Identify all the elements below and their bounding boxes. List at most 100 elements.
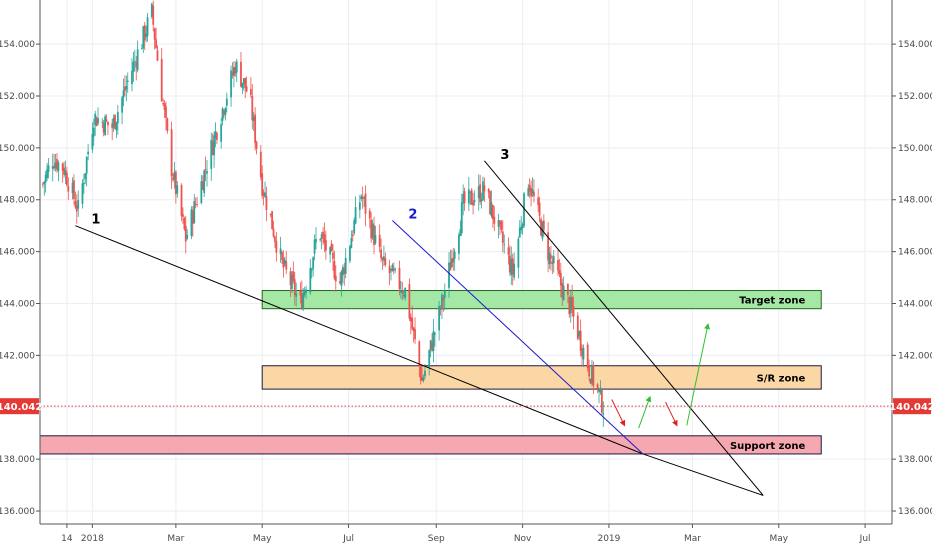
candle-body [54, 162, 57, 168]
candle-body [85, 157, 88, 174]
candle-body [428, 350, 431, 368]
candle-body [559, 272, 562, 286]
candle-body [160, 58, 163, 102]
projection-arrow [611, 399, 626, 427]
candle-body [453, 251, 456, 259]
candle-body [155, 39, 157, 49]
y-tick-label-right: 152.000 [898, 92, 932, 102]
x-tick-label: 2018 [81, 534, 104, 544]
candle-body [449, 262, 452, 271]
x-tick-label: 2019 [597, 534, 620, 544]
candle-body [156, 50, 159, 61]
candle-body [201, 181, 204, 190]
candle-body [82, 182, 85, 185]
candle-body [388, 265, 391, 273]
candle-body [480, 199, 483, 202]
y-tick-label-left: 150.000 [0, 144, 35, 154]
candle-body [176, 185, 179, 194]
candle-body [424, 370, 426, 377]
candle-body [204, 169, 207, 170]
x-tick-label: Nov [514, 534, 532, 544]
candle-body [499, 220, 501, 224]
zone-rect [39, 435, 822, 455]
candle-body [402, 295, 405, 296]
candle-body [433, 332, 436, 335]
candle-body [537, 197, 540, 205]
zones: Target zone S/R zone Support zone [39, 290, 822, 455]
candle-body [344, 257, 347, 274]
candle-body [511, 258, 514, 275]
candle-body [320, 234, 323, 240]
candle-body [220, 124, 223, 142]
candle-body [65, 172, 68, 186]
candle-body [299, 291, 302, 296]
candle-body [312, 257, 315, 269]
y-tick-label-left: 152.000 [0, 92, 35, 102]
last-price-tag [0, 398, 39, 415]
candle-body [56, 158, 58, 170]
candle-body [530, 188, 533, 197]
candle-body [101, 121, 104, 123]
candle-body [513, 263, 516, 278]
candle-body [548, 252, 551, 265]
candle-body [81, 183, 84, 204]
candle-body [283, 259, 286, 265]
candle-body [200, 181, 203, 204]
candle-body [231, 72, 234, 76]
candle-body [303, 290, 306, 295]
x-tick-label: Jul [342, 534, 354, 544]
candle-body [184, 225, 187, 242]
candle-body [163, 103, 166, 110]
candle-body [334, 275, 337, 282]
wave-label-2: 2 [408, 207, 417, 222]
last-price-tag [893, 398, 931, 415]
candle-body [264, 192, 266, 197]
candle-body [568, 297, 571, 315]
y-tick-label-right: 136.000 [898, 507, 932, 517]
candle-body [274, 236, 276, 242]
candle-body [391, 264, 394, 272]
candle-body [349, 246, 351, 261]
candle-body [265, 196, 268, 210]
candle-body [225, 98, 228, 106]
candle-body [46, 169, 48, 178]
candle-body [143, 25, 146, 41]
candle-body [409, 316, 412, 322]
candle-body [232, 67, 235, 77]
candle-body [64, 170, 67, 176]
candle-body [469, 191, 472, 193]
candle-body [581, 348, 583, 357]
candle-body [572, 306, 575, 317]
candle-body [275, 241, 278, 253]
candle-body [562, 285, 565, 301]
candle-body [411, 317, 414, 329]
x-tick-label: Sep [428, 534, 445, 544]
candle-body [251, 95, 254, 121]
candle-body [75, 205, 78, 212]
candle-body [600, 389, 603, 413]
candle-body [262, 192, 265, 196]
candle-body [470, 189, 473, 205]
candle-body [240, 61, 242, 87]
candle-body [44, 174, 47, 183]
trendlines: 1 2 3 [75, 148, 764, 496]
candle-body [441, 294, 443, 310]
projection-arrow [638, 395, 652, 429]
candle-body [289, 271, 292, 286]
candle-body [354, 207, 357, 224]
candle-body [503, 244, 506, 246]
x-tick-label: 14 [61, 534, 73, 544]
candle-body [125, 85, 128, 90]
candle-body [487, 188, 490, 193]
candle-body [211, 141, 214, 155]
candle-body [57, 162, 60, 172]
candle-body [73, 180, 75, 200]
candle-body [116, 112, 119, 124]
candle-body [591, 364, 593, 384]
zone-label: Target zone [739, 296, 805, 307]
candle-body [92, 127, 95, 137]
trendline [75, 225, 644, 455]
candle-body [497, 220, 500, 227]
